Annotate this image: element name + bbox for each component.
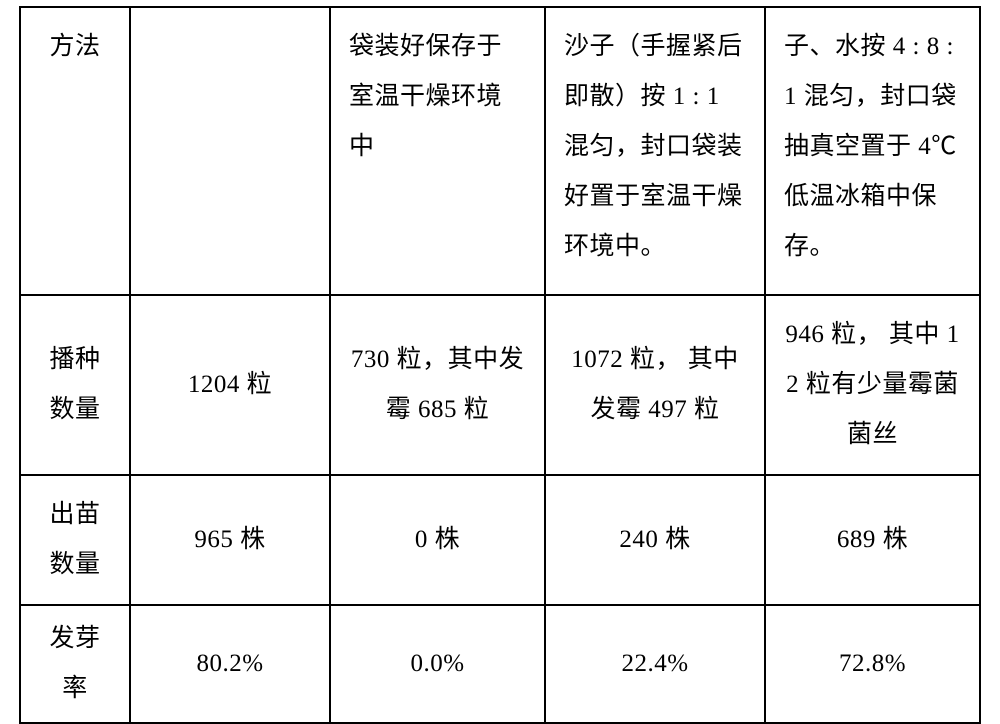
- data-table: 方法 袋装好保存于室温干燥环境中 沙子（手握紧后即散）按 1 : 1 混匀，封口…: [19, 6, 981, 724]
- row-header-seedling: 出苗数量: [20, 475, 130, 605]
- cell: 1072 粒， 其中发霉 497 粒: [545, 295, 765, 475]
- table-row: 出苗数量 965 株 0 株 240 株 689 株: [20, 475, 980, 605]
- page: 方法 袋装好保存于室温干燥环境中 沙子（手握紧后即散）按 1 : 1 混匀，封口…: [0, 0, 1000, 599]
- cell: 22.4%: [545, 605, 765, 723]
- row-header-rate: 发芽率: [20, 605, 130, 723]
- cell: 袋装好保存于室温干燥环境中: [330, 7, 545, 295]
- cell: 80.2%: [130, 605, 330, 723]
- row-header-method: 方法: [20, 7, 130, 295]
- cell: 689 株: [765, 475, 980, 605]
- table-row: 方法 袋装好保存于室温干燥环境中 沙子（手握紧后即散）按 1 : 1 混匀，封口…: [20, 7, 980, 295]
- cell: [130, 7, 330, 295]
- cell: 0 株: [330, 475, 545, 605]
- cell: 72.8%: [765, 605, 980, 723]
- cell: 沙子（手握紧后即散）按 1 : 1 混匀，封口袋装好置于室温干燥环境中。: [545, 7, 765, 295]
- table-row: 播种数量 1204 粒 730 粒，其中发霉 685 粒 1072 粒， 其中发…: [20, 295, 980, 475]
- cell: 0.0%: [330, 605, 545, 723]
- cell: 946 粒， 其中 12 粒有少量霉菌菌丝: [765, 295, 980, 475]
- cell: 子、水按 4 : 8 : 1 混匀，封口袋抽真空置于 4℃ 低温冰箱中保存。: [765, 7, 980, 295]
- row-header-seed: 播种数量: [20, 295, 130, 475]
- cell: 240 株: [545, 475, 765, 605]
- table-row: 发芽率 80.2% 0.0% 22.4% 72.8%: [20, 605, 980, 723]
- cell: 1204 粒: [130, 295, 330, 475]
- cell: 965 株: [130, 475, 330, 605]
- cell: 730 粒，其中发霉 685 粒: [330, 295, 545, 475]
